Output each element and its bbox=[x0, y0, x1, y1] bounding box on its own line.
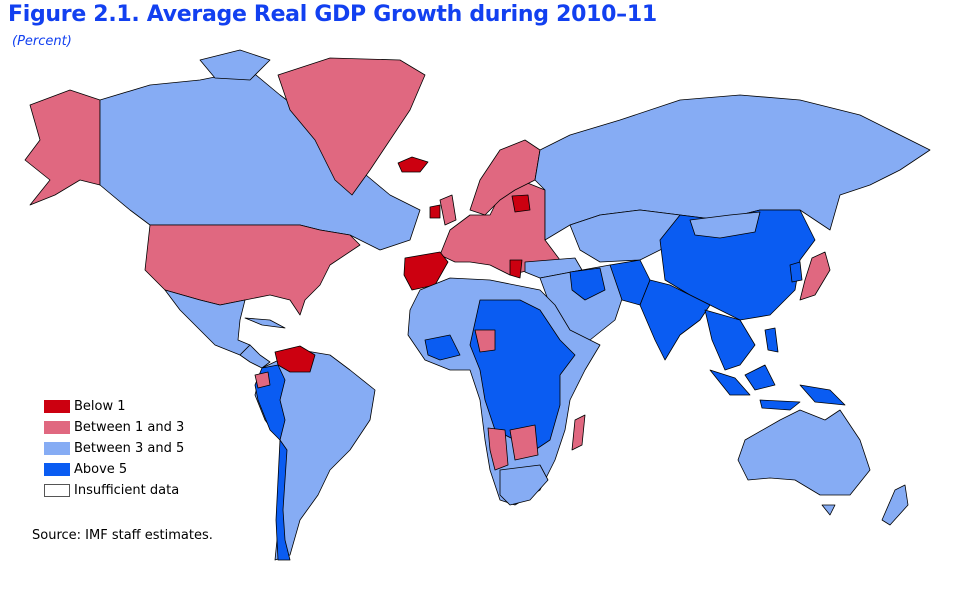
region-africa-fast bbox=[469, 299, 576, 451]
region-baltic bbox=[511, 194, 531, 213]
legend-item-1-3: Between 1 and 3 bbox=[44, 417, 184, 438]
legend-swatch bbox=[44, 400, 70, 413]
region-iceland bbox=[397, 156, 429, 173]
legend-item-insufficient: Insufficient data bbox=[44, 480, 184, 501]
region-greece bbox=[509, 259, 523, 279]
region-greenland bbox=[277, 57, 426, 196]
region-nigeria-area bbox=[474, 329, 496, 353]
region-russia bbox=[534, 94, 931, 241]
legend-swatch bbox=[44, 421, 70, 434]
legend-label: Between 3 and 5 bbox=[74, 441, 185, 456]
region-west-africa bbox=[424, 334, 461, 361]
region-colombia bbox=[254, 371, 271, 389]
region-alaska bbox=[24, 89, 101, 206]
region-korea bbox=[789, 261, 803, 283]
region-south-africa bbox=[499, 464, 549, 506]
legend-label: Insufficient data bbox=[74, 483, 180, 498]
region-new-zealand bbox=[881, 484, 909, 526]
legend-swatch bbox=[44, 484, 70, 497]
region-namibia bbox=[487, 427, 509, 471]
source-note: Source: IMF staff estimates. bbox=[32, 528, 213, 543]
legend-label: Above 5 bbox=[74, 462, 128, 477]
legend-item-above-5: Above 5 bbox=[44, 459, 184, 480]
region-botswana bbox=[509, 424, 539, 461]
region-britain bbox=[439, 194, 457, 226]
region-japan bbox=[799, 251, 831, 301]
region-madagascar bbox=[571, 414, 586, 451]
region-philippines bbox=[764, 327, 779, 353]
region-chile bbox=[275, 439, 291, 561]
region-iraq-gulf bbox=[569, 267, 606, 301]
region-australia bbox=[737, 409, 871, 496]
legend-label: Between 1 and 3 bbox=[74, 420, 185, 435]
region-mongolia bbox=[689, 211, 761, 239]
legend-item-below-1: Below 1 bbox=[44, 396, 184, 417]
figure-subtitle: (Percent) bbox=[12, 34, 72, 49]
legend-label: Below 1 bbox=[74, 399, 126, 414]
region-ireland bbox=[429, 204, 441, 219]
figure-title: Figure 2.1. Average Real GDP Growth duri… bbox=[8, 2, 657, 27]
legend-swatch bbox=[44, 442, 70, 455]
legend-item-3-5: Between 3 and 5 bbox=[44, 438, 184, 459]
region-mexico bbox=[164, 289, 251, 356]
region-indonesia bbox=[709, 364, 801, 411]
legend: Below 1 Between 1 and 3 Between 3 and 5 … bbox=[44, 396, 184, 501]
region-tasmania bbox=[821, 504, 836, 516]
legend-swatch bbox=[44, 463, 70, 476]
region-se-asia bbox=[704, 309, 756, 371]
region-papua bbox=[799, 384, 846, 406]
region-india bbox=[639, 279, 711, 361]
region-central-america bbox=[239, 344, 271, 369]
region-cuba bbox=[244, 317, 286, 329]
